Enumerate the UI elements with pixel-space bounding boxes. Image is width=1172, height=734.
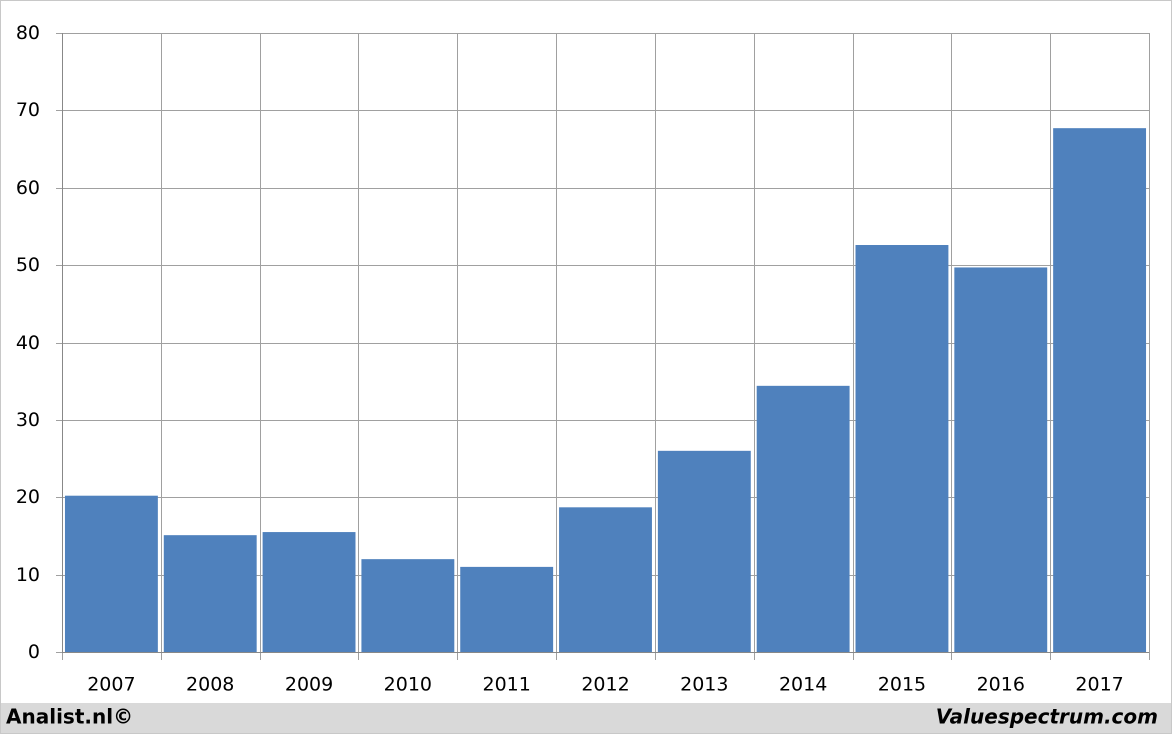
footer-right: Valuespectrum.com	[936, 705, 1158, 729]
y-tick-label: 20	[16, 486, 40, 508]
bar	[954, 267, 1048, 652]
bar	[657, 450, 751, 652]
bar	[262, 532, 356, 652]
bar	[1053, 128, 1147, 652]
bar	[361, 559, 455, 652]
x-tick-label: 2009	[285, 674, 333, 696]
x-tick-label: 2017	[1075, 674, 1123, 696]
x-tick-label: 2010	[384, 674, 432, 696]
x-tick-label: 2011	[483, 674, 531, 696]
x-tick-label: 2012	[581, 674, 629, 696]
bar	[559, 507, 652, 652]
y-tick-label: 30	[16, 409, 40, 431]
footer-left: Analist.nl©	[6, 705, 133, 729]
x-tick-label: 2008	[186, 674, 234, 696]
y-tick-label: 40	[16, 332, 40, 354]
y-tick-label: 70	[16, 99, 40, 121]
footer-band	[1, 703, 1171, 733]
bar	[64, 495, 158, 652]
y-tick-label: 0	[28, 641, 40, 663]
y-tick-label: 80	[16, 22, 40, 44]
x-tick-label: 2014	[779, 674, 827, 696]
bar	[460, 566, 554, 652]
x-tick-label: 2013	[680, 674, 728, 696]
y-tick-label: 60	[16, 177, 40, 199]
x-tick-label: 2015	[878, 674, 926, 696]
x-tick-label: 2007	[87, 674, 135, 696]
bar	[163, 535, 257, 652]
y-tick-label: 10	[16, 564, 40, 586]
bar	[855, 245, 949, 652]
bar	[756, 385, 850, 652]
y-tick-label: 50	[16, 254, 40, 276]
x-tick-label: 2016	[977, 674, 1025, 696]
